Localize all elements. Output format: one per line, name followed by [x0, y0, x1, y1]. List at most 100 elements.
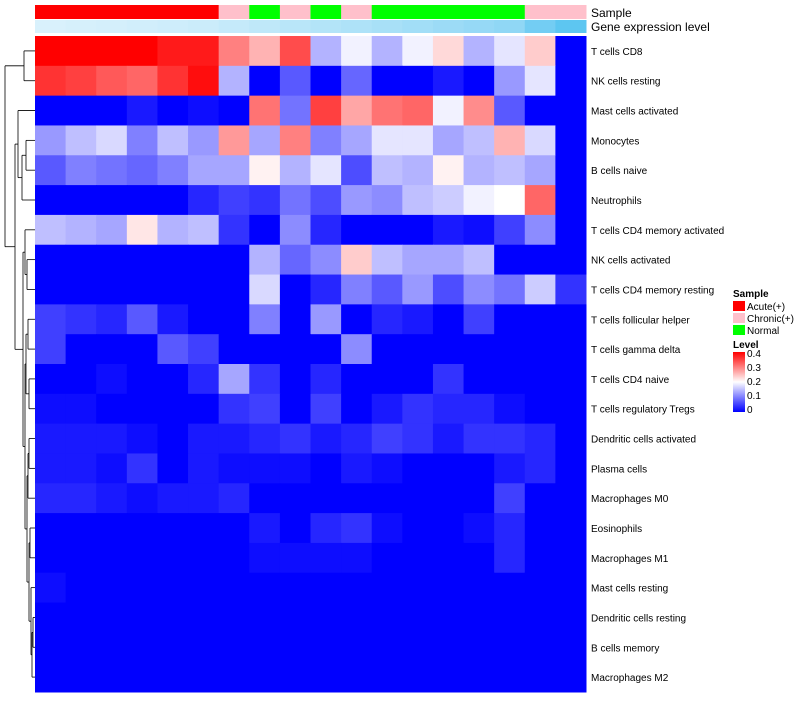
heatmap-cell [494, 393, 526, 425]
heatmap-cell [157, 542, 189, 574]
heatmap-cell [371, 304, 403, 335]
heatmap-cell [65, 304, 97, 335]
heatmap-cell [341, 155, 373, 186]
heatmap-cell [188, 334, 220, 365]
heatmap-cell [463, 125, 495, 156]
heatmap-cell [96, 95, 128, 126]
heatmap-cell [188, 65, 220, 97]
heatmap-cell [35, 662, 67, 693]
heatmap-cell [310, 274, 342, 305]
heatmap-cell [371, 423, 403, 454]
heatmap-cell [371, 334, 403, 365]
heatmap-cell [249, 304, 281, 335]
heatmap-cell [555, 304, 587, 335]
heatmap-cell [249, 65, 281, 97]
heatmap-cell [432, 274, 465, 305]
heatmap-cell [218, 542, 250, 574]
sample-annotation-cell [218, 5, 250, 19]
row-label: Macrophages M2 [591, 673, 669, 684]
heatmap-cell [249, 155, 281, 186]
heatmap-cell [402, 393, 434, 425]
heatmap-cell [494, 662, 526, 693]
heatmap-cell [402, 364, 434, 395]
heatmap-cell [402, 542, 434, 574]
heatmap-cell [555, 542, 587, 574]
expression-annotation-cell [249, 20, 281, 33]
heatmap-cell [126, 244, 158, 276]
heatmap-cell [188, 364, 220, 395]
heatmap-cell [157, 334, 189, 365]
heatmap-cell [157, 244, 189, 276]
heatmap-cell [371, 393, 403, 425]
heatmap-cell [341, 632, 373, 663]
heatmap-cell [341, 65, 373, 97]
heatmap-cell [494, 632, 526, 663]
heatmap-cell [402, 513, 434, 544]
heatmap-cell [524, 185, 556, 216]
heatmap-cell [524, 155, 556, 186]
heatmap-cell [494, 304, 526, 335]
heatmap-cell [371, 364, 403, 395]
heatmap-cell [218, 304, 250, 335]
heatmap-cell [157, 36, 189, 67]
heatmap-cell [96, 214, 128, 246]
heatmap-cell [96, 155, 128, 186]
row-label: Macrophages M1 [591, 554, 669, 565]
expression-annotation-cell [218, 20, 250, 33]
legend-level-tick: 0.3 [747, 363, 761, 374]
heatmap-cell [65, 453, 97, 484]
heatmap-cell [249, 662, 281, 693]
heatmap-cell [310, 304, 342, 335]
heatmap-cell [35, 125, 67, 156]
heatmap-cell [157, 602, 189, 633]
heatmap-cell [341, 274, 373, 305]
heatmap-cell [371, 572, 403, 604]
heatmap-cell [249, 274, 281, 305]
heatmap-cell [126, 453, 158, 484]
heatmap-cell [402, 662, 434, 693]
heatmap-cell [188, 304, 220, 335]
heatmap-cell [157, 65, 189, 97]
heatmap-cell [279, 95, 311, 126]
heatmap-cell [310, 453, 342, 484]
heatmap-cell [188, 155, 220, 186]
heatmap-cell [157, 155, 189, 186]
heatmap-cell [96, 513, 128, 544]
heatmap-cell [463, 65, 495, 97]
heatmap-cell [218, 602, 250, 633]
heatmap-cell [96, 185, 128, 216]
legend-colorbar [733, 352, 745, 412]
heatmap-cell [463, 364, 495, 395]
heatmap-cell [555, 334, 587, 365]
expression-annotation-cell [35, 20, 67, 33]
heatmap-cell [310, 632, 342, 663]
heatmap-cell [432, 393, 465, 425]
heatmap-cell [432, 185, 465, 216]
heatmap-cell [249, 125, 281, 156]
heatmap-cell [35, 95, 67, 126]
heatmap-cell [279, 423, 311, 454]
heatmap-cell [96, 542, 128, 574]
heatmap-cell [463, 304, 495, 335]
heatmap-cell [494, 483, 526, 514]
heatmap-cell [126, 423, 158, 454]
heatmap-cell [432, 602, 465, 633]
heatmap-cell [371, 214, 403, 246]
heatmap-cell [494, 453, 526, 484]
heatmap-cell [188, 632, 220, 663]
sample-annotation-cell [432, 5, 465, 19]
heatmap-cell [65, 185, 97, 216]
heatmap-cell [279, 483, 311, 514]
heatmap-cell [432, 244, 465, 276]
heatmap-cell [463, 36, 495, 67]
heatmap-cell [371, 602, 403, 633]
row-dendrogram [4, 50, 35, 678]
heatmap-cell [188, 572, 220, 604]
heatmap-cell [249, 513, 281, 544]
row-label: T cells CD4 memory activated [591, 226, 724, 237]
sample-annotation-cell [279, 5, 311, 19]
heatmap-cell [310, 334, 342, 365]
heatmap-cell [218, 572, 250, 604]
legend-level-title: Level [733, 340, 759, 351]
